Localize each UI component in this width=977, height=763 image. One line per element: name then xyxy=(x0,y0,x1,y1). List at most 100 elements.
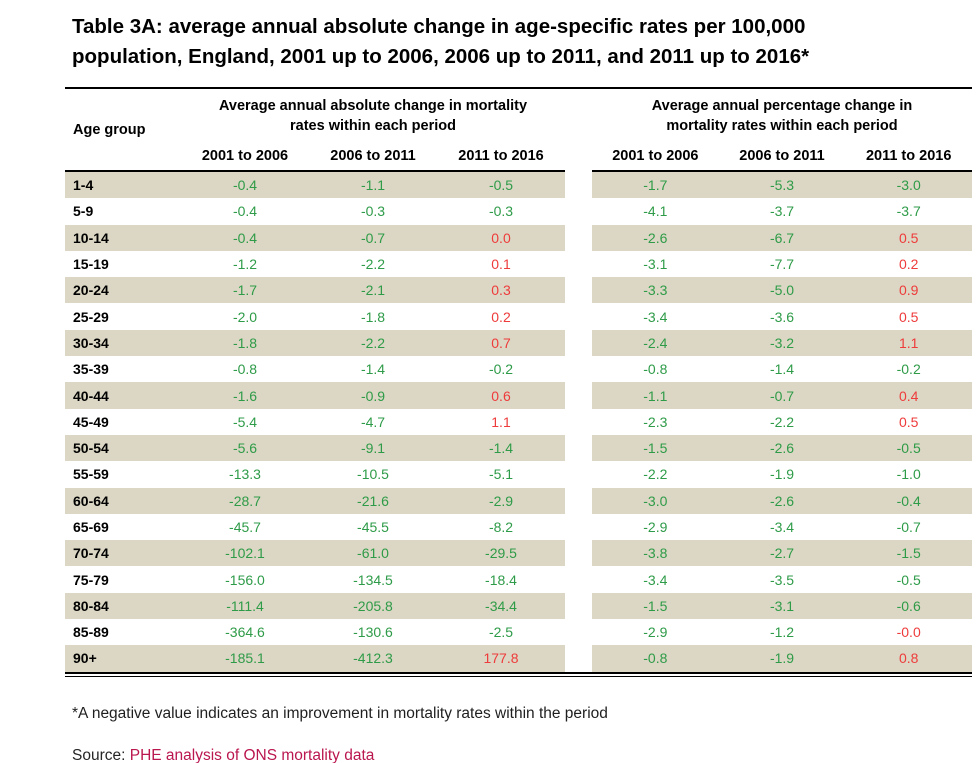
source-link[interactable]: PHE analysis of ONS mortality data xyxy=(129,746,375,763)
section-gutter xyxy=(565,89,592,172)
absolute-change-cells: 80-84 -111.4 -205.8 -34.4 xyxy=(65,592,565,620)
table-title: Table 3A: average annual absolute change… xyxy=(72,12,977,72)
value-cell: -0.2 xyxy=(896,361,921,378)
value-cell: -0.5 xyxy=(488,177,514,194)
value-cell: -3.0 xyxy=(896,177,921,194)
percentage-change-cells: -2.3 -2.2 0.5 xyxy=(592,409,972,435)
table-bottom-rule-thin xyxy=(65,675,972,677)
value-cell: 0.6 xyxy=(491,387,511,404)
value-cell: -2.9 xyxy=(488,492,514,509)
section-gutter xyxy=(565,330,592,356)
value-cell: -364.6 xyxy=(225,624,265,641)
value-cell: -1.2 xyxy=(232,256,258,273)
value-cell: -7.7 xyxy=(769,256,795,273)
absolute-change-section-header: Average annual absolute change in mortal… xyxy=(181,89,565,172)
value-cell: -18.4 xyxy=(485,571,517,588)
value-cell: -3.8 xyxy=(643,545,668,562)
section-gutter xyxy=(565,409,592,435)
value-cell: 1.1 xyxy=(491,413,511,430)
value-cell: -0.8 xyxy=(232,361,258,378)
percentage-change-cells: -1.5 -3.1 -0.6 xyxy=(592,592,972,620)
value-cell: -2.0 xyxy=(232,308,258,325)
age-group-cell: 25-29 xyxy=(73,308,109,325)
value-cell: -412.3 xyxy=(353,650,393,667)
value-cell: 0.0 xyxy=(491,229,511,246)
value-cell: -2.3 xyxy=(643,413,668,430)
value-cell: 0.2 xyxy=(491,308,511,325)
value-cell: -5.0 xyxy=(769,282,795,299)
value-cell: -21.6 xyxy=(357,492,389,509)
section-gutter xyxy=(565,566,592,592)
value-cell: -3.5 xyxy=(769,571,795,588)
value-cell: -1.8 xyxy=(360,308,386,325)
value-cell: -0.4 xyxy=(232,203,258,220)
section-gutter xyxy=(565,251,592,277)
value-cell: -1.2 xyxy=(769,624,795,641)
value-cell: -0.2 xyxy=(488,361,514,378)
table-title-line2: population, England, 2001 up to 2006, 20… xyxy=(72,45,810,68)
group-title-percentage: Average annual percentage change in mort… xyxy=(651,98,913,134)
age-group-cell: 30-34 xyxy=(73,334,109,351)
value-cell: -111.4 xyxy=(226,597,264,614)
value-cell: -130.6 xyxy=(353,624,393,641)
value-cell: -61.0 xyxy=(357,545,389,562)
value-cell: -3.7 xyxy=(896,203,921,220)
value-cell: -0.5 xyxy=(896,571,921,588)
value-cell: -5.4 xyxy=(232,413,258,430)
table-body: 1-4 -0.4 -1.1 -0.5 -1.7 -5.3 -3.0 5-9 -0.4 -0.3 -0… xyxy=(65,172,972,672)
value-cell: -1.5 xyxy=(643,597,668,614)
age-group-cell: 15-19 xyxy=(73,256,109,273)
age-group-cell: 40-44 xyxy=(73,387,109,404)
source-label: Source: xyxy=(72,746,126,763)
section-gutter xyxy=(565,198,592,224)
value-cell: -0.0 xyxy=(896,624,921,641)
absolute-change-cells: 20-24 -1.7 -2.1 0.3 xyxy=(65,277,565,304)
age-group-cell: 70-74 xyxy=(73,545,109,562)
age-group-cell: 90+ xyxy=(73,650,97,667)
value-cell: -0.3 xyxy=(360,203,386,220)
section-gutter xyxy=(565,645,592,671)
table-row: 25-29 -2.0 -1.8 0.2 -3.4 -3.6 0.5 xyxy=(65,303,972,329)
absolute-change-cells: 30-34 -1.8 -2.2 0.7 xyxy=(65,329,565,357)
section-gutter xyxy=(565,461,592,487)
absolute-change-cells: 90+ -185.1 -412.3 177.8 xyxy=(65,645,565,672)
value-cell: -2.2 xyxy=(360,334,386,351)
value-cell: -45.7 xyxy=(229,519,261,535)
value-cell: -1.8 xyxy=(232,334,258,351)
table-header: Age group Average annual absolute change… xyxy=(65,87,972,172)
percentage-change-section-header: Average annual percentage change in mort… xyxy=(592,89,972,172)
percentage-change-cells: -3.8 -2.7 -1.5 xyxy=(592,540,972,567)
age-group-cell: 80-84 xyxy=(73,597,109,614)
value-cell: -1.9 xyxy=(769,466,795,483)
value-cell: -28.7 xyxy=(229,492,261,509)
value-cell: 0.4 xyxy=(898,387,919,404)
value-cell: -2.2 xyxy=(769,413,795,430)
absolute-change-cells: 25-29 -2.0 -1.8 0.2 xyxy=(65,303,565,329)
table-row: 80-84 -111.4 -205.8 -34.4 -1.5 -3.1 -0.6 xyxy=(65,592,972,620)
absolute-change-cells: 45-49 -5.4 -4.7 1.1 xyxy=(65,409,565,435)
value-cell: -1.7 xyxy=(232,282,258,299)
section-gutter xyxy=(565,619,592,645)
value-cell: -102.1 xyxy=(225,545,265,562)
section-gutter xyxy=(565,172,592,198)
value-cell: -1.0 xyxy=(896,466,921,483)
value-cell: -2.6 xyxy=(769,492,795,509)
percentage-change-cells: -1.7 -5.3 -3.0 xyxy=(592,172,972,199)
value-cell: -0.4 xyxy=(232,229,258,246)
percentage-change-cells: -1.5 -2.6 -0.5 xyxy=(592,434,972,462)
value-cell: -2.4 xyxy=(643,334,668,351)
age-group-cell: 5-9 xyxy=(73,203,94,220)
absolute-change-cells: 75-79 -156.0 -134.5 -18.4 xyxy=(65,566,565,592)
value-cell: -3.2 xyxy=(769,334,795,351)
age-group-cell: 55-59 xyxy=(73,466,109,483)
age-group-cell: 65-69 xyxy=(73,519,109,535)
table-row: 30-34 -1.8 -2.2 0.7 -2.4 -3.2 1.1 xyxy=(65,329,972,357)
value-cell: -3.7 xyxy=(769,203,795,220)
value-cell: -2.1 xyxy=(360,282,386,299)
value-cell: 0.1 xyxy=(491,256,511,273)
table-row: 5-9 -0.4 -0.3 -0.3 -4.1 -3.7 -3.7 xyxy=(65,198,972,224)
value-cell: -1.4 xyxy=(488,440,514,457)
absolute-change-cells: 35-39 -0.8 -1.4 -0.2 xyxy=(65,356,565,382)
value-cell: -205.8 xyxy=(353,597,393,614)
value-cell: -0.3 xyxy=(488,203,514,220)
